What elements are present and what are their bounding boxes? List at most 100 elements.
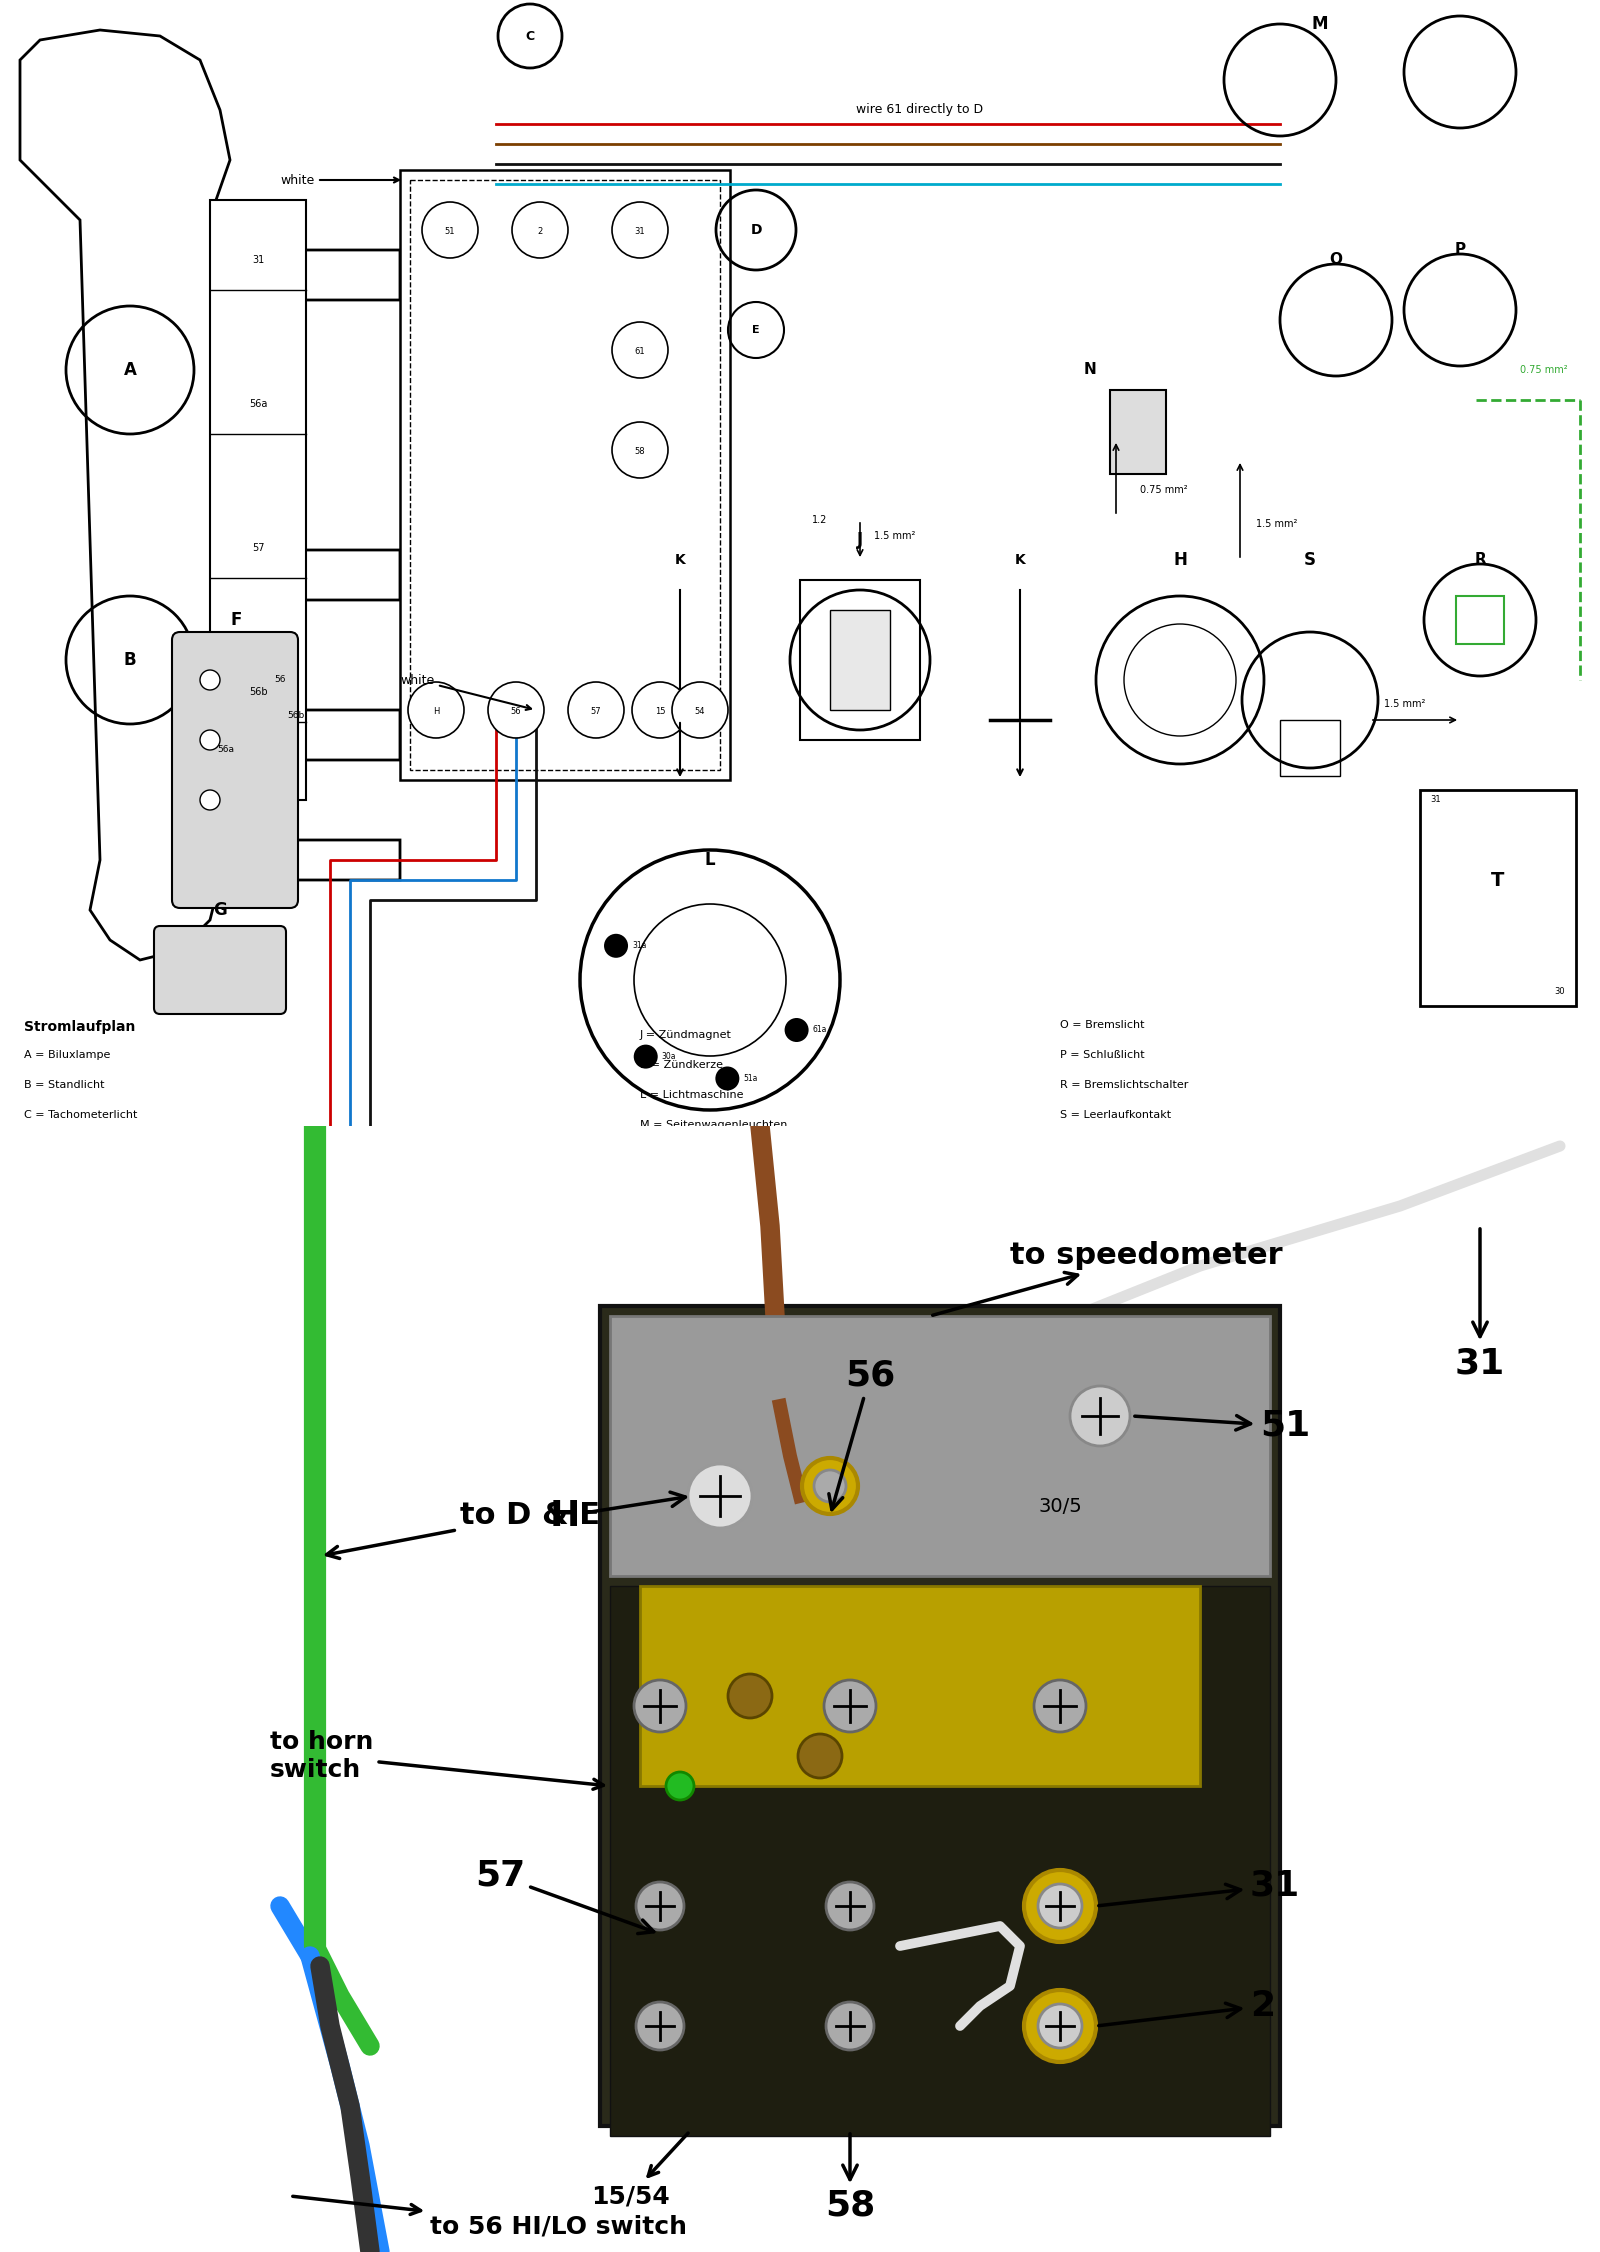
Text: L: L (704, 851, 715, 869)
Text: C: C (525, 29, 534, 43)
Circle shape (637, 2002, 685, 2049)
Text: 58: 58 (635, 448, 645, 457)
Text: 2: 2 (538, 227, 542, 236)
Bar (410, 180, 720, 770)
Text: A: A (123, 360, 136, 378)
Text: K: K (1014, 554, 1026, 568)
Circle shape (715, 1067, 739, 1090)
Text: 31a: 31a (632, 941, 646, 950)
Text: D: D (750, 223, 762, 236)
Circle shape (798, 1734, 842, 1779)
Text: E = Leerlaufanzeige: E = Leerlaufanzeige (24, 1171, 136, 1180)
Bar (400, 169, 730, 779)
Text: 57: 57 (251, 543, 264, 554)
Circle shape (568, 682, 624, 739)
Text: 30a: 30a (662, 1052, 677, 1061)
Text: 61a: 61a (813, 1025, 827, 1034)
Circle shape (512, 203, 568, 259)
Text: N = Steckdose: N = Steckdose (640, 1151, 722, 1160)
Circle shape (200, 790, 221, 811)
Text: S: S (1304, 552, 1315, 570)
Text: 1.5 mm²: 1.5 mm² (1256, 518, 1298, 529)
Text: 0.75 mm²: 0.75 mm² (1139, 484, 1187, 495)
Text: 2: 2 (1099, 1989, 1275, 2025)
Text: 51: 51 (445, 227, 456, 236)
Text: white: white (400, 673, 531, 709)
Text: 56: 56 (274, 676, 286, 685)
Bar (1280, 721, 1341, 777)
Circle shape (672, 682, 728, 739)
Text: 31: 31 (251, 254, 264, 266)
Circle shape (200, 730, 221, 750)
Text: P: P (1454, 243, 1466, 257)
Bar (830, 610, 890, 709)
Text: to speedometer: to speedometer (933, 1241, 1283, 1315)
Text: to D & E: to D & E (326, 1502, 600, 1558)
Bar (610, 1315, 1270, 1576)
Text: D = Ladekontrolleuchte: D = Ladekontrolleuchte (24, 1140, 157, 1151)
Text: E: E (752, 324, 760, 336)
Text: 1.5 mm²: 1.5 mm² (874, 531, 915, 540)
Text: R: R (1474, 552, 1486, 568)
Text: 30/5: 30/5 (1038, 1498, 1082, 1516)
Text: white: white (280, 173, 398, 187)
Text: 51: 51 (1134, 1410, 1310, 1444)
Circle shape (802, 1457, 858, 1513)
Text: T = Batterie: T = Batterie (1059, 1140, 1128, 1151)
Text: 15: 15 (654, 707, 666, 716)
Bar (800, 581, 920, 741)
Text: F: F (230, 610, 242, 628)
Text: O = Bremslicht: O = Bremslicht (1059, 1020, 1144, 1029)
Text: G = Horndrücker: G = Horndrücker (24, 1230, 118, 1241)
Circle shape (634, 1045, 658, 1070)
Circle shape (814, 1471, 846, 1502)
Text: G: G (213, 901, 227, 919)
Circle shape (784, 1018, 808, 1043)
Circle shape (666, 1772, 694, 1799)
Circle shape (826, 1883, 874, 1930)
Text: 31: 31 (635, 227, 645, 236)
Text: 15/54: 15/54 (590, 2133, 688, 2207)
Circle shape (611, 203, 669, 259)
Circle shape (634, 1680, 686, 1732)
Bar (1456, 597, 1504, 644)
FancyBboxPatch shape (154, 926, 286, 1013)
Text: C = Tachometerlicht: C = Tachometerlicht (24, 1110, 138, 1119)
Text: P = Schlußlicht: P = Schlußlicht (1059, 1049, 1144, 1061)
Text: M = Seitenwagenleuchten: M = Seitenwagenleuchten (640, 1119, 787, 1131)
Circle shape (1038, 2004, 1082, 2047)
Circle shape (488, 682, 544, 739)
Bar (600, 1306, 1280, 2126)
Circle shape (1070, 1385, 1130, 1446)
Bar (610, 1585, 1270, 2135)
Text: F = Abblendschalter: F = Abblendschalter (24, 1200, 138, 1209)
Bar (640, 1585, 1200, 1786)
Circle shape (1024, 1869, 1096, 1941)
Text: 58: 58 (826, 2135, 875, 2223)
Text: O: O (1330, 252, 1342, 268)
Text: 51a: 51a (744, 1074, 758, 1083)
Text: B = Standlicht: B = Standlicht (24, 1081, 104, 1090)
Text: R = Bremslichtschalter: R = Bremslichtschalter (1059, 1081, 1189, 1090)
Bar (210, 200, 306, 799)
Text: 57: 57 (590, 707, 602, 716)
Text: H = Signalhorn: H = Signalhorn (24, 1261, 109, 1270)
Circle shape (1034, 1680, 1086, 1732)
Text: S = Leerlaufkontakt: S = Leerlaufkontakt (1059, 1110, 1171, 1119)
FancyBboxPatch shape (173, 633, 298, 908)
Circle shape (728, 1673, 771, 1718)
Text: to 56 HI/LO switch: to 56 HI/LO switch (293, 2196, 686, 2238)
Text: T: T (1491, 872, 1504, 890)
Circle shape (826, 2002, 874, 2049)
Text: B: B (123, 651, 136, 669)
Text: J = Zündmagnet: J = Zündmagnet (640, 1029, 731, 1040)
Text: 56a: 56a (218, 745, 235, 754)
Circle shape (408, 682, 464, 739)
Bar (1110, 390, 1166, 473)
Text: 31: 31 (1099, 1869, 1301, 1905)
Circle shape (1024, 1991, 1096, 2063)
Text: H: H (550, 1493, 685, 1534)
Text: 57: 57 (475, 1858, 654, 1934)
Circle shape (611, 322, 669, 378)
Text: H: H (434, 707, 438, 716)
